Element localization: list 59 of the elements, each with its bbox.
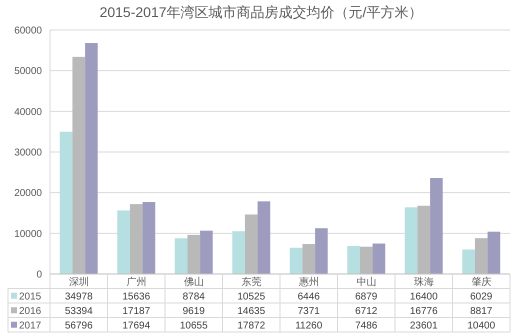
data-label: 6879	[355, 291, 378, 302]
y-tick-label: 0	[36, 270, 42, 280]
bar	[258, 201, 270, 274]
data-label: 15636	[122, 291, 151, 302]
data-label: 6446	[298, 291, 320, 302]
bar	[404, 207, 418, 274]
data-label: 6712	[355, 306, 378, 317]
legend-label: 2017	[19, 320, 42, 332]
bar	[232, 231, 245, 274]
y-tick-label: 60000	[14, 26, 42, 36]
x-tick-label: 惠州	[298, 276, 319, 288]
y-tick-label: 40000	[14, 106, 42, 118]
y-tick-label: 50000	[14, 66, 42, 78]
data-label: 53394	[64, 306, 94, 317]
bar	[117, 210, 130, 274]
y-tick-label: 30000	[14, 148, 42, 158]
x-tick-label: 东莞	[241, 276, 262, 288]
data-label: 11260	[295, 320, 323, 332]
data-label: 7371	[298, 306, 320, 317]
bar	[174, 238, 188, 274]
x-tick-label: 珠海	[414, 276, 434, 288]
bar	[60, 132, 72, 274]
legend-label: 2015	[19, 291, 42, 302]
x-tick-label: 肇庆	[471, 276, 492, 288]
bar	[488, 232, 500, 274]
data-label: 8817	[470, 306, 493, 317]
data-label: 23601	[410, 320, 438, 332]
bar	[142, 202, 156, 274]
data-label: 10655	[180, 320, 208, 332]
y-tick-label: 10000	[14, 228, 42, 240]
data-label: 17187	[122, 306, 151, 317]
legend-label: 2016	[19, 306, 42, 317]
data-label: 34978	[64, 291, 94, 302]
y-tick-label: 20000	[14, 188, 42, 200]
x-tick-label: 中山	[356, 276, 376, 288]
x-tick-label: 佛山	[184, 276, 204, 288]
data-label: 17694	[122, 320, 151, 332]
bar	[347, 246, 360, 274]
data-label: 17872	[237, 320, 266, 332]
bar	[85, 43, 98, 274]
bar	[290, 248, 302, 274]
bar	[430, 178, 443, 274]
data-label: 10525	[237, 291, 266, 302]
data-label: 6029	[470, 291, 493, 302]
bar	[315, 228, 328, 274]
chart-title: 2015-2017年湾区城市商品房成交均价（元/平方米）	[100, 4, 422, 20]
data-label: 7486	[355, 320, 378, 332]
data-label: 14635	[237, 306, 266, 317]
bar	[200, 230, 213, 274]
data-label: 10400	[467, 320, 496, 332]
data-label: 9619	[182, 306, 206, 317]
data-label: 56796	[64, 320, 94, 332]
bar	[372, 244, 386, 274]
data-label: 16400	[410, 291, 438, 302]
bar	[462, 249, 475, 274]
data-label: 8784	[182, 291, 206, 302]
data-label: 16776	[410, 306, 438, 317]
x-tick-label: 广州	[126, 276, 146, 288]
x-tick-label: 深圳	[68, 276, 89, 288]
